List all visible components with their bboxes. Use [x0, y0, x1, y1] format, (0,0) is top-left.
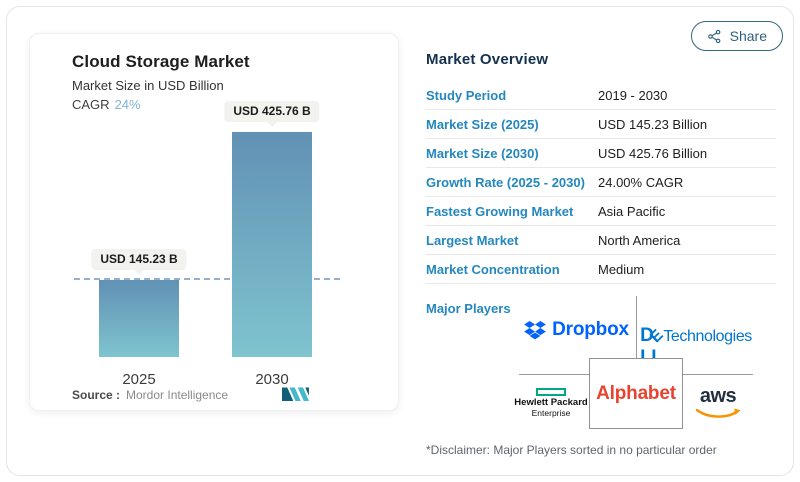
table-row-market-size-2030: Market Size (2030) USD 425.76 Billion [426, 139, 776, 168]
hewlett-packard-enterprise-logo: Hewlett Packard Enterprise [506, 388, 596, 419]
row-value: USD 145.23 Billion [598, 116, 708, 132]
row-value: 24.00% CAGR [598, 174, 684, 190]
table-row-market-concentration: Market Concentration Medium [426, 255, 776, 284]
cagr-value: 24% [114, 97, 141, 112]
cloud-storage-chart-card: Cloud Storage Market Market Size in USD … [29, 33, 399, 411]
share-button[interactable]: Share [690, 21, 783, 51]
row-value: Medium [598, 261, 645, 277]
row-label: Fastest Growing Market [426, 203, 574, 219]
mordor-intelligence-logo-icon [282, 387, 309, 401]
chart-subtitle: Market Size in USD Billion [72, 78, 224, 93]
market-report-card: Cloud Storage Market Market Size in USD … [6, 6, 794, 476]
chart-cagr-line: CAGR 24% [72, 97, 250, 112]
table-row-market-size-2025: Market Size (2025) USD 145.23 Billion [426, 110, 776, 139]
source-attribution: Source : Mordor Intelligence [72, 388, 228, 402]
table-row-fastest-growing-market: Fastest Growing Market Asia Pacific [426, 197, 776, 226]
row-value: North America [598, 232, 681, 248]
chart-header: Cloud Storage Market Market Size in USD … [72, 52, 250, 112]
row-label: Largest Market [426, 232, 519, 248]
dropbox-diamonds-icon [524, 320, 546, 339]
players-vertical-divider [636, 296, 637, 358]
hpe-logo-line2: Enterprise [531, 407, 571, 418]
row-value: 2019 - 2030 [598, 87, 668, 103]
bar-group-2025: USD 145.23 B 2025 [91, 34, 187, 388]
table-row-study-period: Study Period 2019 - 2030 [426, 81, 776, 110]
bar-group-2030: USD 425.76 B 2030 [224, 34, 320, 388]
x-tick-2030: 2030 [255, 371, 289, 388]
row-label: Market Size (2025) [426, 116, 539, 132]
aws-logo: aws [688, 386, 748, 424]
dell-technologies-text: Technologies [663, 328, 752, 345]
bar-label-2030: USD 425.76 B [224, 101, 320, 122]
row-value: USD 425.76 Billion [598, 145, 708, 161]
bar-2025 [99, 280, 179, 357]
source-label: Source : [72, 388, 121, 402]
dropbox-logo-text: Dropbox [552, 319, 629, 340]
bar-2030 [232, 132, 312, 357]
alphabet-logo-box: Alphabet [589, 358, 683, 429]
players-horizontal-divider-right [683, 374, 753, 375]
major-players-label: Major Players [426, 301, 511, 316]
row-label: Market Size (2030) [426, 145, 539, 161]
source-value: Mordor Intelligence [126, 388, 229, 402]
overview-table: Study Period 2019 - 2030 Market Size (20… [426, 81, 776, 284]
share-nodes-icon [707, 29, 721, 43]
table-row-largest-market: Largest Market North America [426, 226, 776, 255]
hpe-logo-line1: Hewlett Packard [514, 397, 588, 408]
row-label: Study Period [426, 87, 507, 103]
chart-title: Cloud Storage Market [72, 52, 250, 71]
overview-title: Market Overview [426, 51, 549, 68]
dropbox-logo: Dropbox [504, 319, 649, 341]
cagr-label: CAGR [72, 97, 110, 112]
disclaimer-text: *Disclaimer: Major Players sorted in no … [426, 443, 717, 457]
players-horizontal-divider-left [519, 374, 589, 375]
reference-dashed-line [74, 278, 340, 280]
table-row-growth-rate: Growth Rate (2025 - 2030) 24.00% CAGR [426, 168, 776, 197]
row-label: Growth Rate (2025 - 2030) [426, 174, 585, 190]
orange-smile-arrow-icon [695, 408, 741, 418]
aws-logo-text: aws [699, 385, 737, 407]
bar-label-2025: USD 145.23 B [91, 249, 187, 270]
x-tick-2025: 2025 [122, 371, 156, 388]
share-button-label: Share [729, 28, 767, 44]
bar-chart-plot: USD 145.23 B 2025 USD 425.76 B 2030 [30, 34, 400, 388]
green-rectangle-icon [536, 388, 566, 396]
alphabet-logo-text: Alphabet [596, 382, 676, 404]
row-value: Asia Pacific [598, 203, 666, 219]
row-label: Market Concentration [426, 261, 560, 277]
